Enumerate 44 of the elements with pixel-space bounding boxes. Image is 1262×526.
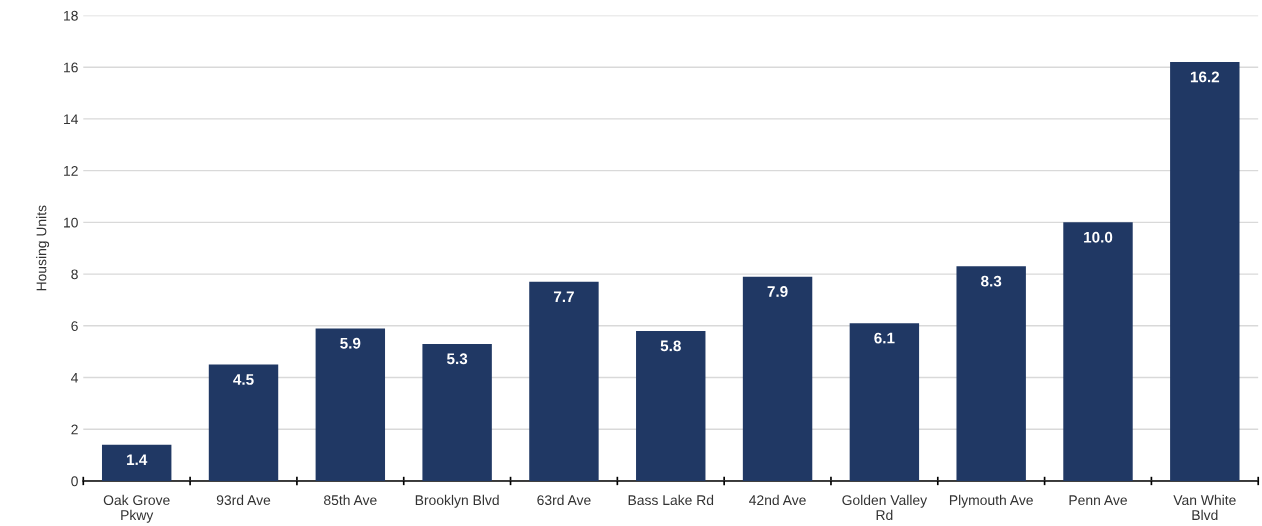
x-tick-label: 93rd Ave: [216, 494, 271, 506]
bar: [101, 444, 172, 481]
bar: [849, 323, 920, 481]
y-tick-label: 2: [71, 424, 78, 435]
bar: [208, 364, 279, 481]
data-label: 10.0: [1084, 231, 1113, 243]
y-tick-label: 16: [64, 62, 78, 73]
data-label: 7.7: [553, 291, 574, 302]
bar: [1170, 62, 1240, 481]
x-tick-label: Van White Blvd: [1173, 494, 1236, 521]
y-tick-label: 8: [71, 269, 78, 280]
y-tick-label: 12: [64, 165, 78, 176]
y-tick-label: 0: [71, 476, 78, 487]
x-tick-label: Oak Grove Pkwy: [103, 494, 170, 523]
data-label: 5.9: [340, 337, 361, 349]
x-tick-label: Bass Lake Rd: [628, 494, 714, 506]
data-label: 5.8: [660, 340, 681, 352]
x-tick-label: Brooklyn Blvd: [415, 494, 499, 508]
bar: [1063, 222, 1133, 481]
bar: [742, 276, 813, 481]
y-tick-label: 10: [64, 217, 78, 228]
data-label: 16.2: [1190, 71, 1220, 83]
y-axis-title: Housing Units: [36, 205, 50, 291]
x-tick-label: Penn Ave: [1069, 495, 1127, 506]
data-label: 6.1: [874, 332, 895, 344]
data-label: 1.4: [127, 454, 148, 465]
x-tick-label: 63rd Ave: [537, 494, 591, 506]
y-tick-label: 14: [64, 114, 79, 124]
y-tick-label: 18: [64, 10, 78, 21]
bar: [956, 266, 1026, 481]
y-tick-label: 4: [71, 373, 79, 383]
x-tick-label: Plymouth Ave: [949, 494, 1033, 508]
data-label: 4.5: [233, 374, 254, 385]
bar: [422, 343, 492, 481]
y-tick-label: 6: [71, 321, 78, 331]
data-label: 8.3: [981, 275, 1002, 287]
data-label: 5.3: [446, 353, 468, 365]
x-tick-label: 85th Ave: [324, 494, 377, 506]
bar: [636, 330, 706, 481]
bar: [529, 281, 599, 481]
x-tick-label: Golden Valley Rd: [842, 494, 928, 521]
data-label: 7.9: [767, 286, 788, 297]
x-tick-label: 42nd Ave: [749, 494, 806, 506]
bar: [315, 328, 386, 481]
